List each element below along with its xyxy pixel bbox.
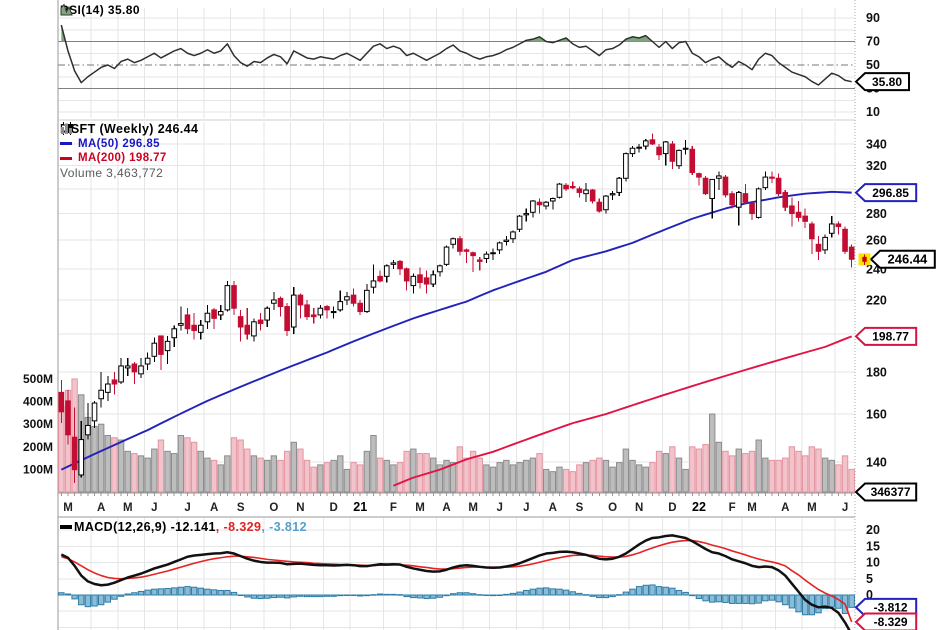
svg-text:90: 90 [866, 11, 880, 25]
svg-text:21: 21 [353, 500, 367, 514]
ma200-row: MA(200) 198.77 [60, 151, 198, 166]
svg-text:M: M [123, 502, 133, 514]
svg-text:J: J [497, 502, 503, 514]
macd-line-swatch [60, 525, 72, 529]
svg-text:160: 160 [866, 408, 887, 422]
svg-text:296.85: 296.85 [872, 186, 909, 200]
svg-text:O: O [608, 502, 617, 514]
svg-text:220: 220 [866, 293, 887, 307]
svg-text:M: M [468, 502, 478, 514]
ma200-line-swatch [60, 156, 72, 160]
svg-text:D: D [330, 502, 338, 514]
ma200-text: MA(200) 198.77 [78, 152, 167, 165]
symbol-text: MSFT (Weekly) 246.44 [60, 122, 199, 137]
svg-text:M: M [415, 502, 425, 514]
svg-text:J: J [842, 502, 848, 514]
svg-text:10: 10 [866, 105, 880, 119]
svg-text:-8.329: -8.329 [874, 615, 908, 629]
svg-text:35.80: 35.80 [872, 75, 902, 89]
ma50-line-swatch [60, 142, 72, 146]
svg-text:70: 70 [866, 35, 880, 49]
svg-text:340: 340 [866, 138, 887, 152]
svg-text:A: A [97, 502, 105, 514]
rsi-legend: RSI(14) 35.80 [60, 3, 140, 17]
svg-text:500M: 500M [23, 372, 53, 386]
svg-text:0: 0 [866, 588, 873, 602]
svg-text:20: 20 [866, 523, 880, 537]
svg-text:5: 5 [866, 572, 873, 586]
svg-text:J: J [151, 502, 157, 514]
svg-text:D: D [668, 502, 676, 514]
svg-text:346377: 346377 [871, 485, 911, 499]
volume-bars-icon [61, 123, 72, 134]
ma50-row: MA(50) 296.85 [60, 137, 198, 152]
ma50-text: MA(50) 296.85 [78, 137, 160, 150]
svg-text:22: 22 [692, 500, 706, 514]
price-legend: MSFT (Weekly) 246.44 MA(50) 296.85 MA(20… [60, 122, 198, 180]
svg-text:180: 180 [866, 365, 887, 379]
macd-text: MACD(12,26,9) -12.141 [74, 520, 216, 534]
svg-text:400M: 400M [23, 395, 53, 409]
svg-text:S: S [237, 502, 245, 514]
symbol-row: MSFT (Weekly) 246.44 [60, 122, 198, 137]
svg-text:246.44: 246.44 [888, 252, 929, 267]
macd-legend: MACD(12,26,9) -12.141, -8.329, -3.812 [60, 520, 307, 534]
svg-text:260: 260 [866, 234, 887, 248]
svg-text:M: M [63, 502, 73, 514]
volume-row: Volume 3,463,772 [60, 123, 198, 181]
svg-text:A: A [210, 502, 218, 514]
macd-signal-text: , -8.329 [215, 520, 262, 534]
svg-text:320: 320 [866, 159, 887, 173]
svg-text:N: N [296, 502, 304, 514]
svg-text:200M: 200M [23, 440, 53, 454]
svg-text:F: F [729, 502, 736, 514]
volume-text: Volume 3,463,772 [60, 165, 164, 180]
svg-text:140: 140 [866, 455, 887, 469]
svg-text:100M: 100M [23, 462, 53, 476]
svg-text:A: A [549, 502, 557, 514]
svg-text:10: 10 [866, 556, 880, 570]
macd-histogram-text: , -3.812 [261, 520, 307, 534]
area-indicator-icon [60, 3, 73, 16]
svg-text:J: J [184, 502, 190, 514]
svg-text:280: 280 [866, 207, 887, 221]
svg-text:M: M [747, 502, 757, 514]
svg-text:S: S [576, 502, 584, 514]
svg-text:M: M [807, 502, 817, 514]
svg-text:198.77: 198.77 [872, 330, 909, 344]
svg-text:50: 50 [866, 58, 880, 72]
svg-text:15: 15 [866, 539, 880, 553]
svg-text:A: A [442, 502, 450, 514]
svg-text:F: F [390, 502, 397, 514]
rsi-legend-text: RSI(14) 35.80 [60, 3, 140, 17]
svg-text:O: O [269, 502, 278, 514]
svg-text:300M: 300M [23, 417, 53, 431]
svg-text:A: A [781, 502, 789, 514]
svg-text:J: J [523, 502, 529, 514]
svg-text:N: N [635, 502, 643, 514]
svg-text:-3.812: -3.812 [874, 601, 908, 615]
